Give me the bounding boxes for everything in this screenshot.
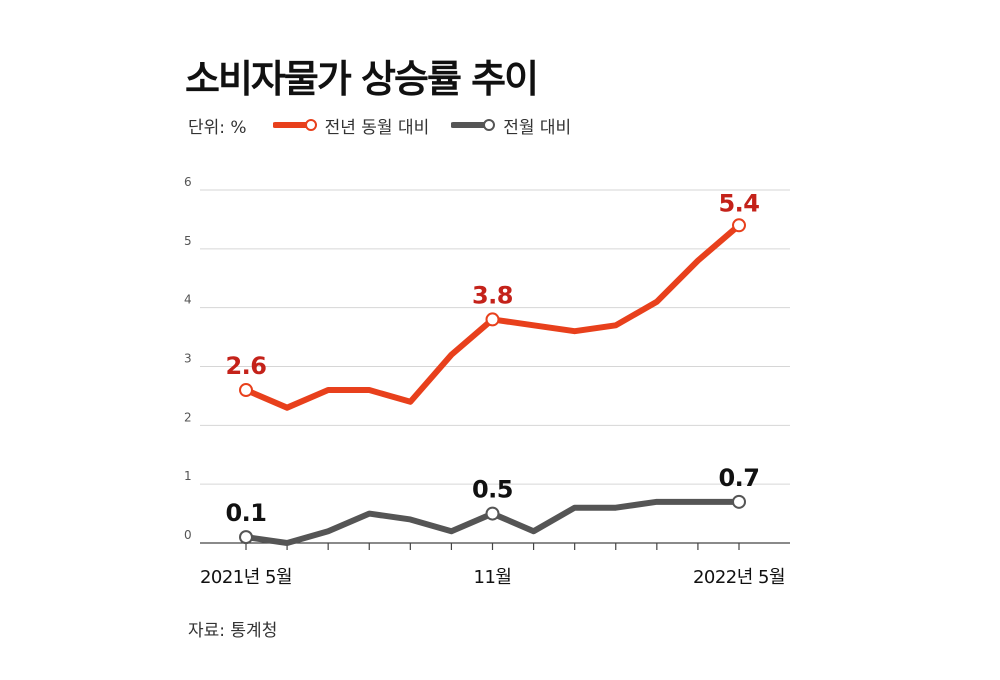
data-point-marker: [239, 383, 253, 398]
data-label: 3.8: [472, 281, 513, 309]
y-tick-label: 5: [184, 234, 192, 248]
legend-label-mom: 전월 대비: [503, 117, 572, 138]
data-label: 2.6: [225, 352, 266, 380]
legend-swatch-mom: [451, 119, 496, 131]
legend-item-yoy: 전년 동월 대비: [272, 113, 430, 138]
legend-label-yoy: 전년 동월 대비: [324, 117, 430, 138]
data-label: 0.5: [472, 476, 513, 504]
legend: 단위: % 전년 동월 대비 전월 대비: [188, 112, 593, 138]
data-label: 5.4: [718, 189, 759, 217]
data-point-marker: [485, 506, 500, 521]
y-tick-label: 2: [184, 410, 192, 424]
y-tick-label: 3: [184, 352, 192, 366]
data-label: 0.7: [718, 464, 759, 492]
x-tick-label: 11월: [474, 567, 512, 588]
x-tick-label: 2021년 5월: [200, 567, 292, 588]
y-tick-label: 1: [184, 469, 192, 483]
data-point-marker: [239, 530, 253, 545]
unit-label: 단위: %: [188, 117, 247, 138]
data-point-marker: [732, 494, 746, 509]
y-tick-label: 0: [184, 528, 192, 542]
data-point-marker: [732, 218, 746, 233]
y-tick-label: 6: [184, 175, 192, 189]
x-tick-label: 2022년 5월: [693, 567, 785, 588]
data-point-marker: [485, 312, 500, 327]
data-label: 0.1: [225, 499, 266, 527]
source-note: 자료: 통계청: [188, 621, 278, 641]
legend-swatch-yoy: [272, 119, 317, 131]
legend-item-mom: 전월 대비: [451, 113, 571, 138]
chart-title: 소비자물가 상승률 추이: [185, 57, 539, 101]
y-tick-label: 4: [184, 293, 192, 307]
